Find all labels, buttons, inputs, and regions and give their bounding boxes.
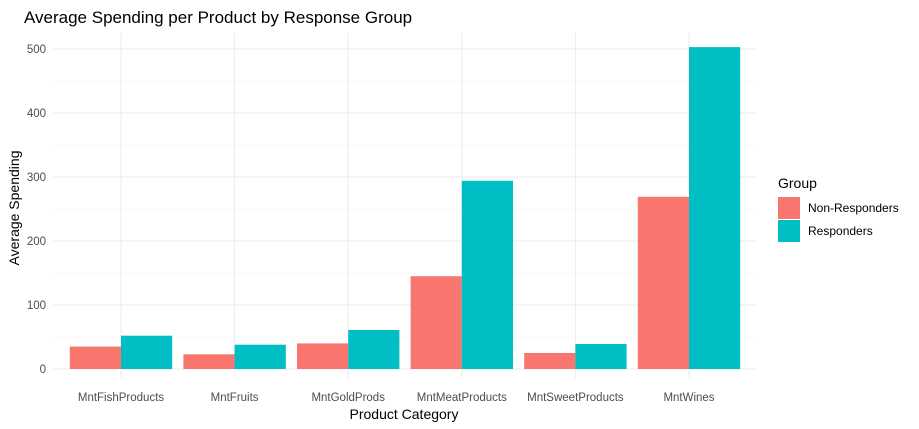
x-axis-title: Product Category	[350, 406, 459, 422]
x-tick-label: MntWines	[663, 392, 714, 404]
bar-responders-mntfishproducts	[121, 335, 173, 369]
bar-non-responders-mntmeatproducts	[410, 276, 462, 369]
y-tick-label: 100	[27, 300, 46, 312]
x-axis-ticks: MntFishProducts MntFruits MntGoldProds MntM…	[78, 392, 715, 404]
bar-non-responders-mntfishproducts	[69, 346, 121, 369]
x-tick-label: MntMeatProducts	[417, 392, 507, 404]
bar-non-responders-mntsweetproducts	[524, 353, 576, 369]
bar-non-responders-mntgoldprods	[297, 343, 349, 369]
legend-label: Responders	[808, 224, 873, 238]
bar-non-responders-mntwines	[637, 196, 689, 369]
y-tick-label: 300	[27, 172, 46, 184]
bar-responders-mntmeatproducts	[461, 180, 513, 369]
bar-responders-mntfruits	[234, 344, 286, 369]
x-tick-label: MntGoldProds	[311, 392, 385, 404]
x-tick-label: MntFruits	[211, 392, 259, 404]
y-tick-label: 200	[27, 236, 46, 248]
y-tick-label: 0	[40, 364, 46, 376]
bar-responders-mntsweetproducts	[575, 344, 627, 369]
y-tick-label: 500	[27, 44, 46, 56]
bars	[69, 47, 741, 369]
y-axis-title: Average Spending	[6, 151, 22, 266]
y-axis-ticks: 0 100 200 300 400 500	[27, 44, 46, 376]
legend-key-non-responders	[778, 197, 800, 219]
legend-title: Group	[778, 175, 817, 191]
legend-key-responders	[778, 220, 800, 242]
bar-non-responders-mntfruits	[183, 354, 235, 369]
chart-title: Average Spending per Product by Response…	[24, 8, 412, 27]
legend: Group Non-Responders Responders	[778, 175, 899, 242]
x-tick-label: MntSweetProducts	[527, 392, 624, 404]
bar-responders-mntgoldprods	[348, 330, 400, 369]
y-tick-label: 400	[27, 108, 46, 120]
x-tick-label: MntFishProducts	[78, 392, 165, 404]
legend-label: Non-Responders	[808, 201, 899, 215]
bar-responders-mntwines	[689, 47, 741, 369]
